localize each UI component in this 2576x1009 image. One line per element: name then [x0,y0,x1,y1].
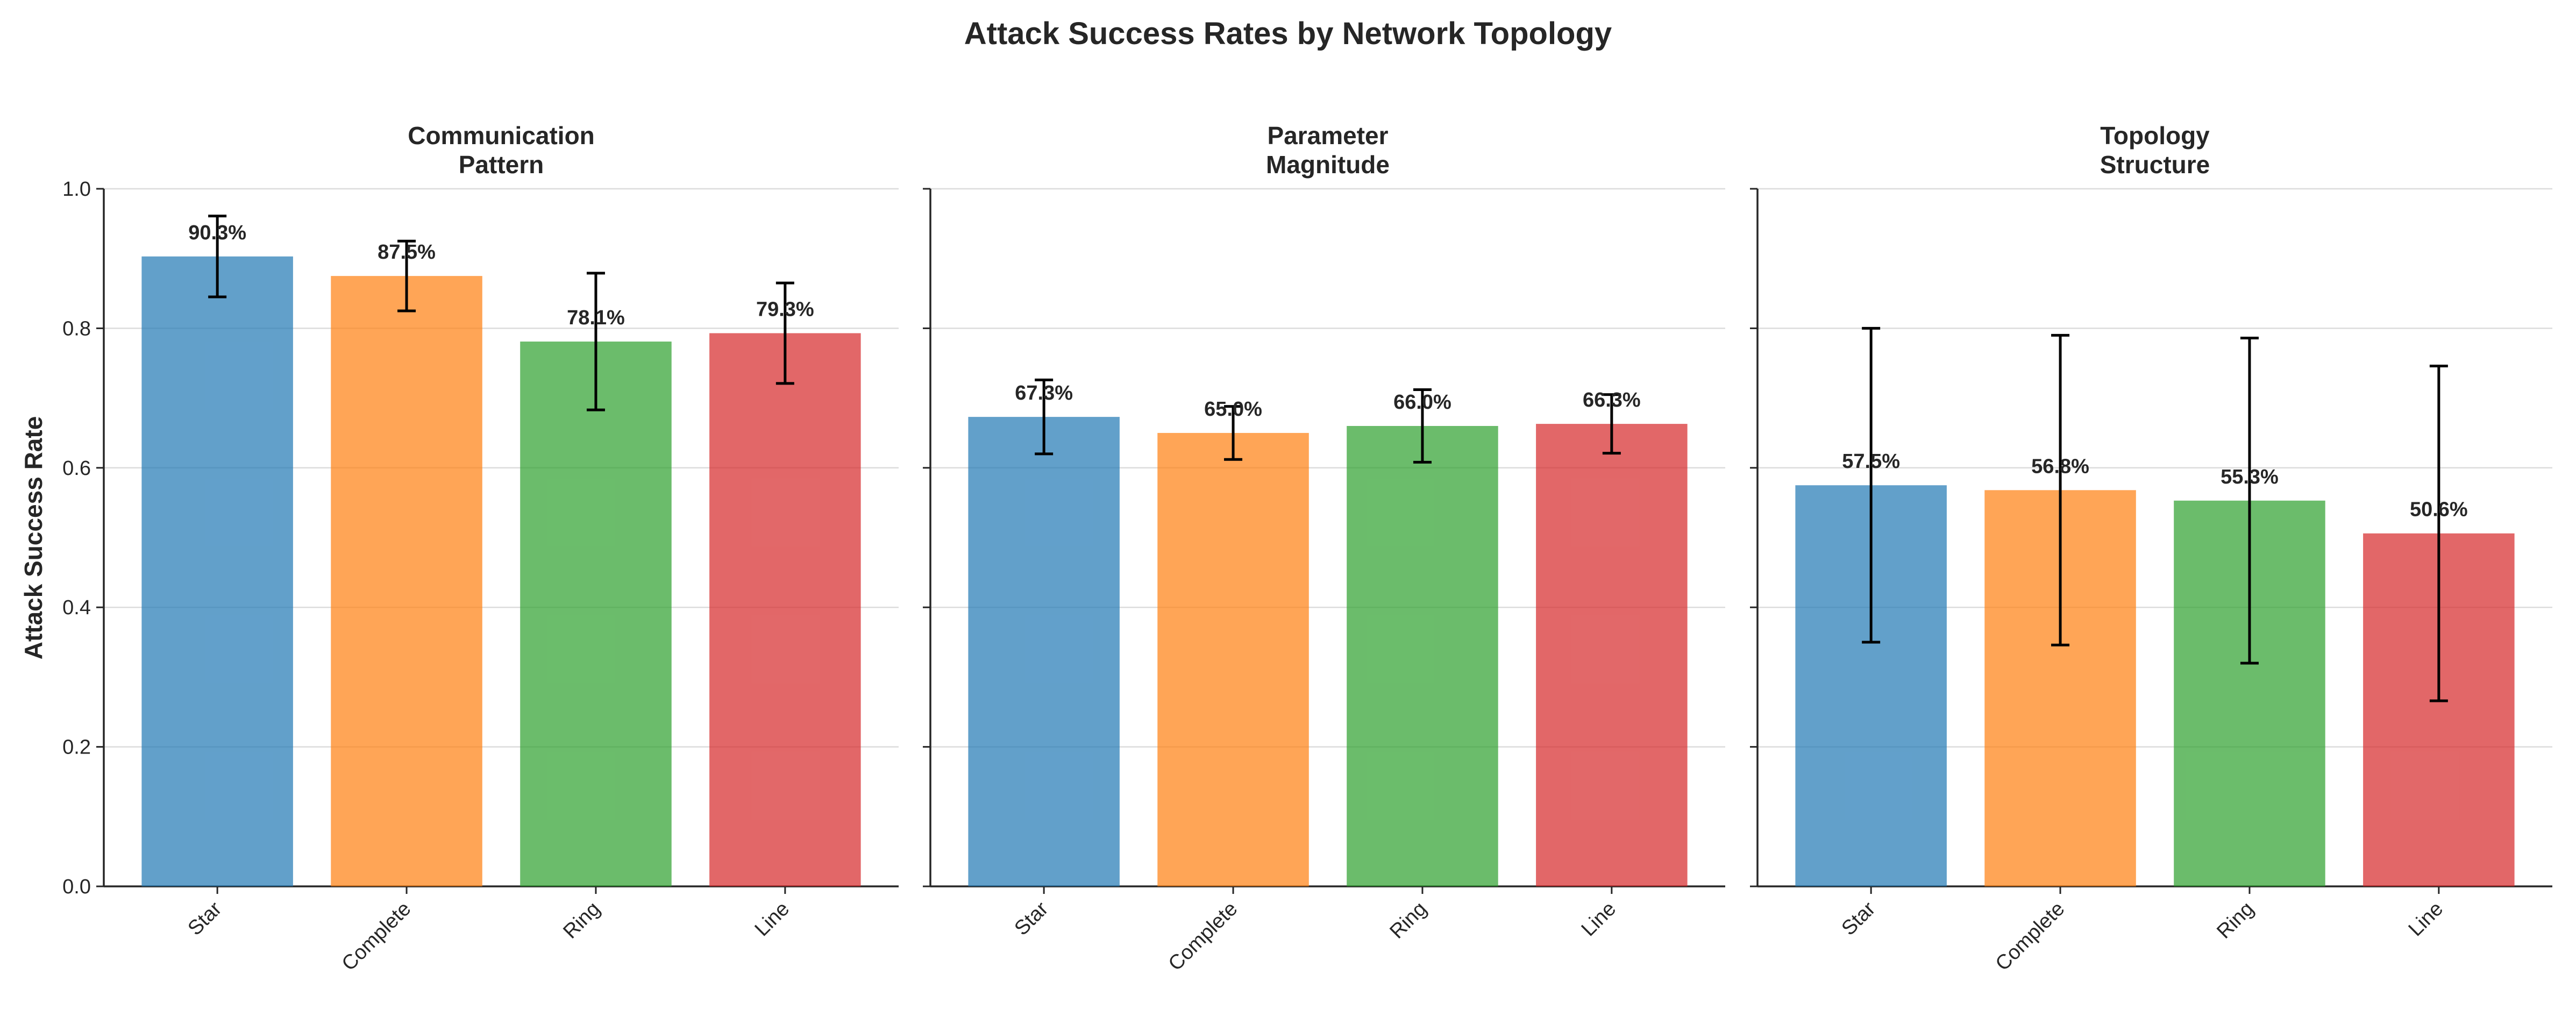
panel-title: Parameter Magnitude [1266,122,1390,179]
x-tick-label: Ring [1385,898,1431,943]
bar-star [968,417,1120,886]
panel-1: 0.0 0.2 0.4 0.6 0.8 1.0 Communication Pattern 90… [62,122,899,975]
y-tick-label: 1.0 [62,178,91,201]
panel-title: Communication Pattern [408,122,595,179]
data-label: 56.8% [2031,455,2089,478]
data-label: 65.0% [1204,398,1262,421]
data-label: 66.0% [1393,391,1451,414]
panel-2: Parameter Magnitude 67.3% Star 65.0% Complete… [923,122,1725,975]
panel-title-line: Pattern [459,151,544,179]
panel-title-line: Magnitude [1266,151,1390,179]
bar-complete [1157,432,1309,886]
bar-line [709,333,861,886]
data-label: 79.3% [756,298,814,321]
panel-title-line: Structure [2100,151,2210,179]
chart-title: Attack Success Rates by Network Topology [964,16,1612,51]
y-tick-label: 0.6 [62,457,91,480]
panels: 0.0 0.2 0.4 0.6 0.8 1.0 Communication Pattern 90… [62,122,2552,975]
data-label: 66.3% [1583,389,1641,411]
y-axis-label: Attack Success Rate [19,416,47,660]
data-label: 90.3% [188,222,246,244]
bar-line [1536,424,1688,886]
y-tick-label: 0.0 [62,876,91,898]
x-tick-label: Star [1838,897,1880,940]
data-label: 57.5% [1842,450,1900,473]
x-tick-label: Complete [1991,898,2069,976]
panel-title-line: Parameter [1267,122,1388,150]
panel-title: Topology Structure [2100,122,2210,179]
data-label: 50.6% [2410,499,2468,521]
x-tick-label: Ring [2212,898,2258,943]
x-tick-label: Line [1577,898,1620,941]
bar-ring [1347,425,1498,886]
x-tick-label: Line [751,898,794,941]
data-label: 67.3% [1015,382,1073,404]
x-tick-label: Ring [559,898,604,943]
bar-complete [331,276,482,886]
panel-3: Topology Structure 57.5% Star 56.8% Complete 5… [1750,122,2552,975]
panel-title-line: Topology [2100,122,2210,150]
x-tick-label: Complete [338,898,416,976]
x-tick-label: Star [184,897,226,940]
y-tick-label: 0.4 [62,596,91,619]
data-label: 87.5% [378,241,436,264]
y-tick-label: 0.8 [62,317,91,340]
x-tick-label: Line [2404,898,2447,941]
data-label: 78.1% [567,307,625,329]
panel-title-line: Communication [408,122,595,150]
x-tick-label: Complete [1164,898,1242,976]
bar-ring [520,342,672,886]
bar-star [141,256,293,887]
x-tick-label: Star [1011,897,1053,940]
data-label: 55.3% [2221,466,2279,488]
y-tick-label: 0.2 [62,736,91,759]
